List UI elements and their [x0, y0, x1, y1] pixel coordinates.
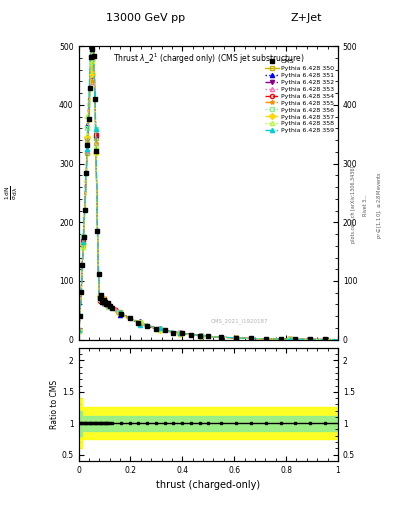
Bar	[79, 416, 338, 431]
Text: 13000 GeV pp: 13000 GeV pp	[106, 13, 185, 23]
Text: CMS_2021_I1920187: CMS_2021_I1920187	[211, 318, 268, 324]
Text: Rivet 3...: Rivet 3...	[363, 194, 368, 216]
Text: plots.cern.ch [arXiv:1306.3436]: plots.cern.ch [arXiv:1306.3436]	[351, 166, 356, 244]
Text: Z+Jet: Z+Jet	[291, 13, 322, 23]
Y-axis label: Ratio to CMS: Ratio to CMS	[50, 380, 59, 429]
X-axis label: thrust (charged-only): thrust (charged-only)	[156, 480, 260, 490]
Bar	[79, 408, 338, 439]
Text: $p_{T}\in[1,10],\,{\geq}2.8\mathrm{M}$ events: $p_{T}\in[1,10],\,{\geq}2.8\mathrm{M}$ e…	[375, 171, 384, 239]
Legend: CMS, Pythia 6.428 350, Pythia 6.428 351, Pythia 6.428 352, Pythia 6.428 353, Pyt: CMS, Pythia 6.428 350, Pythia 6.428 351,…	[264, 58, 335, 134]
Y-axis label: $\mathregular{\frac{1}{\sigma}\frac{dN}{d\lambda}}$: $\mathregular{\frac{1}{\sigma}\frac{dN}{…	[4, 185, 20, 200]
Text: Thrust $\lambda\_2^1$ (charged only) (CMS jet substructure): Thrust $\lambda\_2^1$ (charged only) (CM…	[112, 52, 304, 67]
